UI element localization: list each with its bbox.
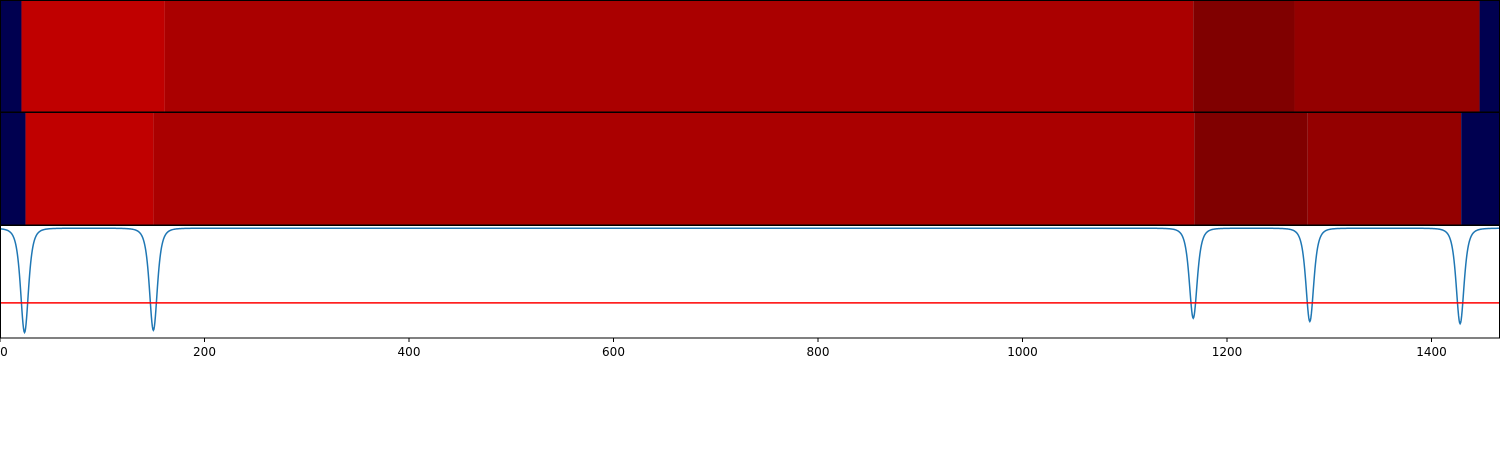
signal-panel-background xyxy=(0,226,1500,338)
segment-bar xyxy=(25,113,154,225)
segment-bar xyxy=(1307,113,1462,225)
segment-bar xyxy=(21,1,165,112)
segment-bar xyxy=(164,1,1194,112)
signal-panel xyxy=(0,226,1500,338)
segment-row-1 xyxy=(0,1,1500,112)
segment-bar xyxy=(153,113,1195,225)
segment-bar xyxy=(1193,1,1295,112)
x-tick-label: 1200 xyxy=(1212,345,1243,359)
segment-bar xyxy=(0,113,26,225)
x-tick-label: 600 xyxy=(602,345,625,359)
x-tick-label: 400 xyxy=(398,345,421,359)
segment-bar xyxy=(0,1,22,112)
signal-line xyxy=(0,227,1500,335)
x-tick-label: 800 xyxy=(807,345,830,359)
x-tick-label: 200 xyxy=(193,345,216,359)
segment-bar xyxy=(1461,113,1500,225)
x-tick-label: 0 xyxy=(0,345,8,359)
segment-bar xyxy=(1294,1,1480,112)
segment-bar xyxy=(1194,113,1308,225)
x-axis: 0 200 400 600 800 1000 1200 1400 xyxy=(0,338,1447,359)
segment-row-2 xyxy=(0,113,1500,225)
segment-bar xyxy=(1479,1,1500,112)
x-tick-label: 1400 xyxy=(1416,345,1447,359)
x-tick-label: 1000 xyxy=(1007,345,1038,359)
